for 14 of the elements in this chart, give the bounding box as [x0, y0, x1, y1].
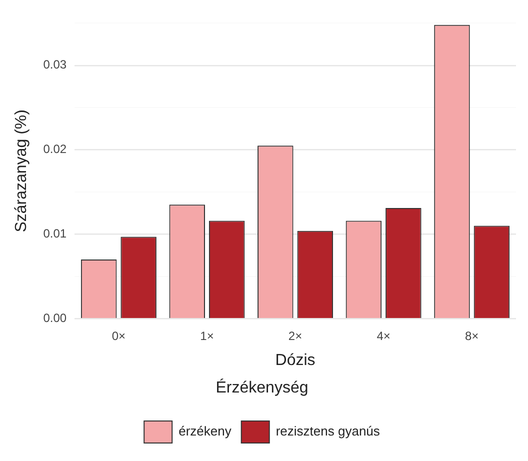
y-tick-label: 0.02	[43, 142, 67, 156]
x-tick-label: 2×	[288, 329, 302, 344]
legend-label: érzékeny	[178, 424, 232, 439]
y-tick-label: 0.01	[43, 226, 67, 241]
x-tick-label: 0×	[112, 329, 126, 344]
y-tick-label: 0.00	[43, 310, 67, 325]
y-axis-title: Szárazanyag (%)	[13, 110, 30, 232]
y-tick-label: 0.03	[43, 58, 67, 72]
x-tick-label: 1×	[200, 329, 214, 344]
legend-title: Érzékenység	[216, 378, 308, 397]
legend-label: rezisztens gyanús	[276, 424, 380, 439]
x-tick-label: 8×	[465, 329, 479, 344]
x-axis-title: Dózis	[275, 352, 316, 370]
x-tick-label: 4×	[376, 329, 390, 344]
